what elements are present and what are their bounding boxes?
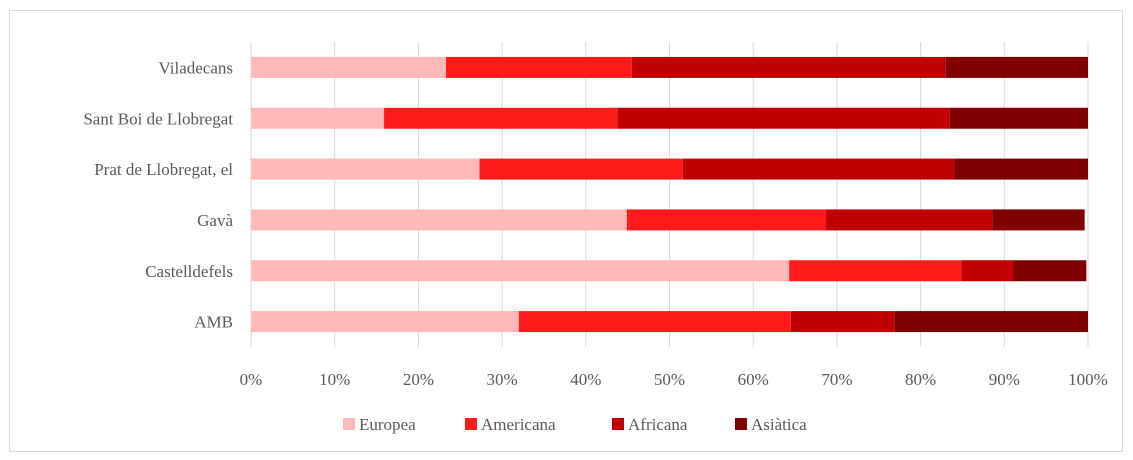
bar-segment: [682, 158, 955, 180]
x-tick-label: 60%: [738, 370, 769, 389]
legend-label: Asiàtica: [751, 415, 807, 434]
x-tick-label: 90%: [989, 370, 1020, 389]
legend-label: Africana: [628, 415, 688, 434]
legend-label: Europea: [359, 415, 416, 434]
bar-segment: [251, 209, 627, 231]
x-tick-label: 70%: [821, 370, 852, 389]
x-tick-label: 10%: [319, 370, 350, 389]
bar-segment: [961, 260, 1014, 282]
x-tick-label: 20%: [403, 370, 434, 389]
bar-segment: [384, 107, 618, 129]
bar-segment: [251, 311, 519, 333]
gridlines: [250, 42, 1089, 347]
x-tick-label: 80%: [905, 370, 936, 389]
bar-segment: [251, 107, 385, 129]
bar-segment: [894, 311, 1088, 333]
legend-swatch: [465, 418, 477, 430]
bar-segment: [954, 158, 1088, 180]
bar-segment: [518, 311, 791, 333]
x-tick-label: 100%: [1068, 370, 1108, 389]
bar-segment: [617, 107, 950, 129]
category-label: Sant Boi de Llobregat: [83, 109, 233, 128]
category-label: Castelldefels: [145, 262, 233, 281]
bar-segment: [992, 209, 1085, 231]
category-label: Gavà: [197, 211, 233, 230]
legend-label: Americana: [481, 415, 556, 434]
bar-segment: [826, 209, 993, 231]
bar-segment: [789, 260, 962, 282]
bar-segment: [251, 56, 447, 78]
bar-segment: [945, 56, 1088, 78]
bar-segment: [626, 209, 827, 231]
bar-segment: [251, 158, 480, 180]
x-tick-label: 30%: [487, 370, 518, 389]
x-tick-label: 40%: [570, 370, 601, 389]
category-labels: Viladecans Sant Boi de Llobregat Prat de L…: [83, 58, 233, 331]
bar-segment: [1013, 260, 1087, 282]
x-tick-label: 0%: [240, 370, 263, 389]
legend-swatch: [612, 418, 624, 430]
category-label: Viladecans: [159, 58, 234, 77]
bar-segment: [446, 56, 632, 78]
bars: [251, 56, 1088, 333]
bar-segment: [251, 260, 790, 282]
category-label: Prat de Llobregat, el: [94, 160, 233, 179]
bar-segment: [790, 311, 895, 333]
chart-frame: [9, 10, 1123, 452]
x-tick-label: 50%: [654, 370, 685, 389]
bar-segment: [631, 56, 946, 78]
bar-segment: [479, 158, 683, 180]
legend: Europea Americana Africana Asiàtica: [343, 415, 807, 434]
category-label: AMB: [194, 313, 233, 332]
bar-segment: [949, 107, 1088, 129]
x-tick-labels: 0% 10% 20% 30% 40% 50% 60% 70% 80% 90% 100%: [240, 370, 1108, 389]
legend-swatch: [343, 418, 355, 430]
legend-swatch: [735, 418, 747, 430]
